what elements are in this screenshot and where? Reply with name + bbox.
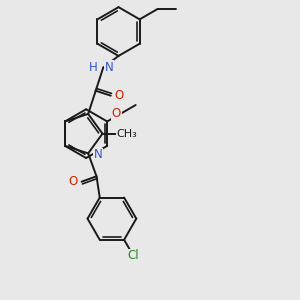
Text: N: N [105,61,113,74]
Text: N: N [94,148,102,161]
Text: Cl: Cl [128,250,139,262]
Text: CH₃: CH₃ [116,129,137,139]
Text: O: O [69,175,78,188]
Text: O: O [114,89,124,102]
Text: O: O [112,107,121,120]
Text: H: H [89,61,98,74]
